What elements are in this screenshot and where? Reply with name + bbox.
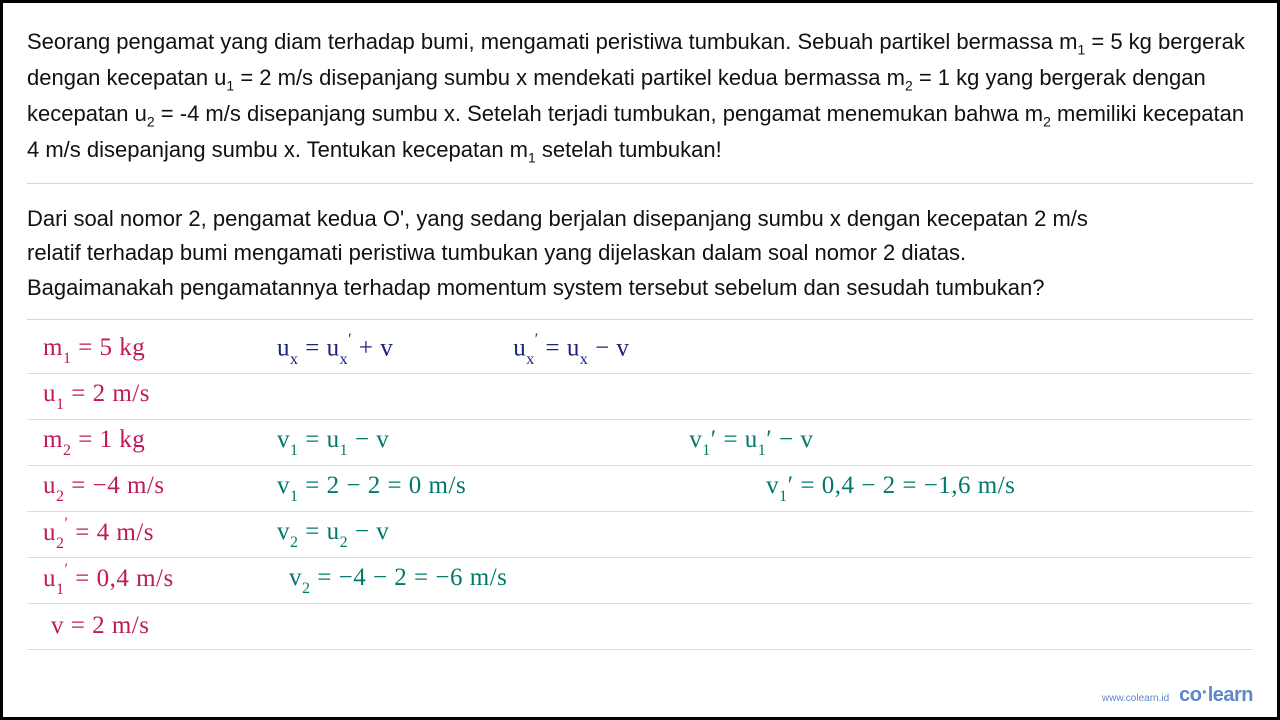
equation: v1′ = u1′ − v — [689, 426, 813, 458]
equation-column: v2 = u2 − v — [277, 514, 1253, 554]
equation-column: v1 = u1 − v v1′ = u1′ − v — [277, 422, 1253, 462]
equation-row: u2′ = 4 m/sv2 = u2 − v — [27, 512, 1253, 558]
equation: v2 = −4 − 2 = −6 m/s — [289, 564, 507, 596]
footer-url: www.colearn.id — [1102, 693, 1169, 704]
divider — [27, 183, 1253, 184]
given-value: u1 = 2 m/s — [27, 376, 277, 416]
equation-column — [277, 622, 1253, 630]
equation: v1′ = 0,4 − 2 = −1,6 m/s — [766, 472, 1015, 504]
equation: v1 = u1 − v — [277, 426, 389, 458]
given-value: m2 = 1 kg — [27, 422, 277, 462]
equation-row: u2 = −4 m/sv1 = 2 − 2 = 0 m/s v1′ = 0,4 −… — [27, 466, 1253, 512]
problem-paragraph-2: Dari soal nomor 2, pengamat kedua O', ya… — [27, 202, 1253, 304]
equation-row: u1 = 2 m/s — [27, 374, 1253, 420]
equation: v1 = 2 − 2 = 0 m/s — [277, 472, 466, 504]
divider — [27, 319, 1253, 320]
footer: www.colearn.id co·learn — [1102, 684, 1253, 707]
equation-column: v1 = 2 − 2 = 0 m/s v1′ = 0,4 − 2 = −1,6 m… — [277, 468, 1253, 508]
equation-column: v2 = −4 − 2 = −6 m/s — [277, 560, 1253, 600]
equation-column — [277, 392, 1253, 400]
problem-paragraph-1: Seorang pengamat yang diam terhadap bumi… — [27, 25, 1253, 169]
given-value: u2′ = 4 m/s — [27, 513, 277, 554]
equation-column: ux = ux′ + v ux′ = ux − v — [277, 329, 1253, 370]
equation-row: u1′ = 0,4 m/s v2 = −4 − 2 = −6 m/s — [27, 558, 1253, 604]
equation-row: v = 2 m/s — [27, 604, 1253, 650]
equation: v2 = u2 − v — [277, 518, 389, 550]
given-value: m1 = 5 kg — [27, 330, 277, 370]
equation-row: m1 = 5 kgux = ux′ + v ux′ = ux − v — [27, 328, 1253, 374]
given-value: u2 = −4 m/s — [27, 468, 277, 508]
equation-row: m2 = 1 kgv1 = u1 − v v1′ = u1′ − v — [27, 420, 1253, 466]
footer-logo: co·learn — [1179, 684, 1253, 707]
equation-area: m1 = 5 kgux = ux′ + v ux′ = ux − v u1 = 2 … — [27, 328, 1253, 650]
given-value: v = 2 m/s — [27, 608, 277, 644]
equation: ux = ux′ + v — [277, 333, 393, 366]
equation: ux′ = ux − v — [513, 333, 629, 366]
given-value: u1′ = 0,4 m/s — [27, 559, 277, 600]
